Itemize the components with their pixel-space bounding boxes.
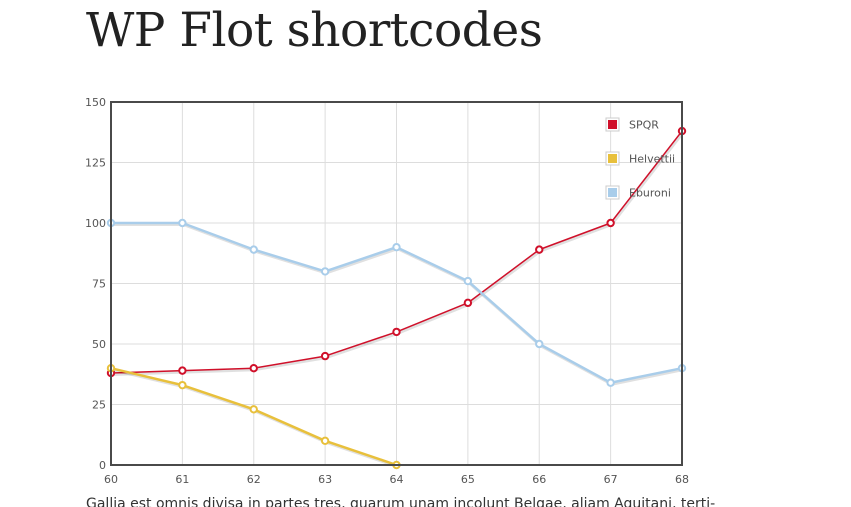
chart-legend: SPQR Helvettii Eburoni (605, 117, 675, 200)
legend-label: Helvettii (629, 153, 675, 166)
y-tick-label: 0 (99, 459, 106, 472)
data-point (178, 366, 187, 375)
plot-frame (110, 101, 683, 466)
legend-swatch (608, 154, 617, 163)
data-point (178, 218, 187, 228)
legend-label: Eburoni (629, 187, 671, 200)
y-tick-label: 50 (92, 338, 106, 351)
data-point (249, 245, 258, 254)
chart-series (106, 126, 687, 470)
y-tick-label: 100 (85, 217, 106, 230)
series-helvettii (106, 364, 401, 470)
y-tick-label: 75 (92, 278, 106, 291)
data-point (249, 405, 258, 414)
y-tick-label: 150 (85, 96, 106, 109)
x-tick-label: 61 (175, 473, 189, 486)
legend-swatch (608, 188, 617, 197)
legend-item: Helvettii (605, 151, 675, 166)
series-spqr (106, 126, 687, 378)
data-point (535, 339, 544, 349)
x-tick-label: 66 (532, 473, 546, 486)
data-point (249, 364, 258, 373)
data-point (392, 243, 401, 252)
data-point (320, 436, 330, 445)
data-point (178, 380, 187, 390)
data-point (535, 245, 544, 254)
page-title: WP Flot shortcodes (86, 3, 543, 58)
x-tick-label: 60 (104, 473, 118, 486)
x-tick-label: 62 (247, 473, 261, 486)
legend-item: Eburoni (605, 185, 671, 200)
series-eburoni (106, 218, 687, 387)
data-point (463, 276, 473, 286)
body-paragraph: Gallia est omnis divisa in partes tres, … (86, 496, 716, 507)
series-shadow (111, 131, 685, 377)
y-tick-label: 25 (92, 399, 106, 412)
data-point (320, 351, 330, 361)
x-tick-label: 63 (318, 473, 332, 486)
x-tick-label: 64 (390, 473, 404, 486)
data-point (392, 327, 401, 337)
legend-item: SPQR (605, 117, 659, 132)
data-point (320, 267, 330, 276)
x-tick-label: 68 (675, 473, 689, 486)
legend-label: SPQR (629, 119, 659, 132)
x-tick-label: 67 (604, 473, 618, 486)
x-tick-label: 65 (461, 473, 475, 486)
chart-grid (110, 101, 683, 466)
data-point (606, 218, 615, 228)
chart-tick-labels: 60 61 62 63 64 65 66 67 68 0 25 50 75 100 125 150 (85, 96, 689, 486)
legend-swatch (608, 120, 617, 129)
data-point (463, 298, 473, 308)
y-tick-label: 125 (85, 157, 106, 170)
data-point (606, 378, 615, 387)
